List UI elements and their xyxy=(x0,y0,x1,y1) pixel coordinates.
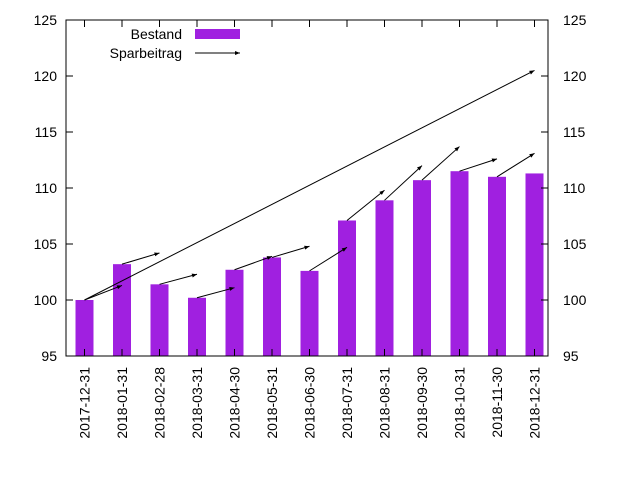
y-tick-label-100: 100 xyxy=(34,292,58,308)
sparbeitrag-vector-1 xyxy=(84,69,535,301)
legend-label-sparbeitrag: Sparbeitrag xyxy=(110,45,182,61)
y2-tick-label-95: 95 xyxy=(563,348,579,364)
x-tick-label-2017-12-31: 2017-12-31 xyxy=(77,367,93,439)
bar-2017-12-31 xyxy=(75,300,94,356)
y-axis-left: 95 100 105 110 115 120 125 xyxy=(34,12,73,364)
legend: Bestand Sparbeitrag xyxy=(110,26,240,61)
y-tick-label-105: 105 xyxy=(34,236,58,252)
bar-2018-04-30 xyxy=(225,269,244,356)
x-tick-label-2018-03-31: 2018-03-31 xyxy=(189,367,205,439)
sparbeitrag-vector-7 xyxy=(309,246,348,272)
sparbeitrag-vector-8 xyxy=(346,189,385,221)
x-tick-label-2018-07-31: 2018-07-31 xyxy=(339,367,355,439)
y-tick-label-110: 110 xyxy=(35,180,58,196)
bars xyxy=(75,171,544,356)
x-tick-label-2018-10-31: 2018-10-31 xyxy=(452,367,468,439)
legend-swatch-bestand xyxy=(195,29,240,39)
y2-tick-label-100: 100 xyxy=(563,292,587,308)
bar-2018-05-31 xyxy=(263,257,281,356)
y2-tick-label-115: 115 xyxy=(563,124,586,140)
x-tick-label-2018-12-31: 2018-12-31 xyxy=(527,367,543,439)
sparbeitrag-vector-5 xyxy=(234,255,273,271)
legend-label-bestand: Bestand xyxy=(131,26,182,42)
sparbeitrag-vector-3 xyxy=(159,273,198,285)
bar-2018-07-31 xyxy=(338,220,356,356)
y-tick-label-120: 120 xyxy=(34,68,58,84)
y2-tick-label-105: 105 xyxy=(563,236,587,252)
sparbeitrag-vector-12 xyxy=(496,152,535,178)
x-tick-label-2018-06-30: 2018-06-30 xyxy=(302,367,318,439)
y2-tick-label-125: 125 xyxy=(563,12,587,28)
x-tick-label-2018-01-31: 2018-01-31 xyxy=(114,367,130,439)
x-tick-label-2018-09-30: 2018-09-30 xyxy=(414,367,430,439)
sparbeitrag-vector-2 xyxy=(121,252,160,265)
sparbeitrag-vector-11 xyxy=(459,158,498,172)
bar-2018-10-31 xyxy=(450,171,469,356)
sparbeitrag-vector-10 xyxy=(421,146,460,181)
sparbeitrag-vector-4 xyxy=(196,287,235,299)
vectors xyxy=(84,69,535,301)
x-tick-label-2018-04-30: 2018-04-30 xyxy=(227,367,243,439)
bar-2018-03-31 xyxy=(188,297,206,356)
y-tick-label-115: 115 xyxy=(35,124,58,140)
x-axis: 2017-12-31 2018-01-31 2018-02-28 2018-03-31… xyxy=(77,20,543,439)
x-tick-label-2018-02-28: 2018-02-28 xyxy=(152,367,168,439)
x-tick-label-2018-11-30: 2018-11-30 xyxy=(489,367,505,438)
bar-2018-09-30 xyxy=(413,180,431,356)
bar-2018-11-30 xyxy=(488,176,506,356)
y-axis-right: 95 100 105 110 115 120 125 xyxy=(541,12,587,364)
sparbeitrag-vector-0 xyxy=(84,284,123,301)
x-tick-label-2018-05-31: 2018-05-31 xyxy=(264,367,280,439)
bar-2018-06-30 xyxy=(300,270,319,356)
sparbeitrag-vector-9 xyxy=(384,165,423,201)
bar-2018-02-28 xyxy=(150,284,169,356)
x-tick-label-2018-08-31: 2018-08-31 xyxy=(377,367,393,439)
bar-2018-12-31 xyxy=(525,173,544,356)
y2-tick-label-110: 110 xyxy=(563,180,586,196)
bar-2018-08-31 xyxy=(375,200,394,356)
y-tick-label-95: 95 xyxy=(41,348,57,364)
y-tick-label-125: 125 xyxy=(34,12,58,28)
sparbeitrag-vector-6 xyxy=(271,245,310,258)
y2-tick-label-120: 120 xyxy=(563,68,587,84)
